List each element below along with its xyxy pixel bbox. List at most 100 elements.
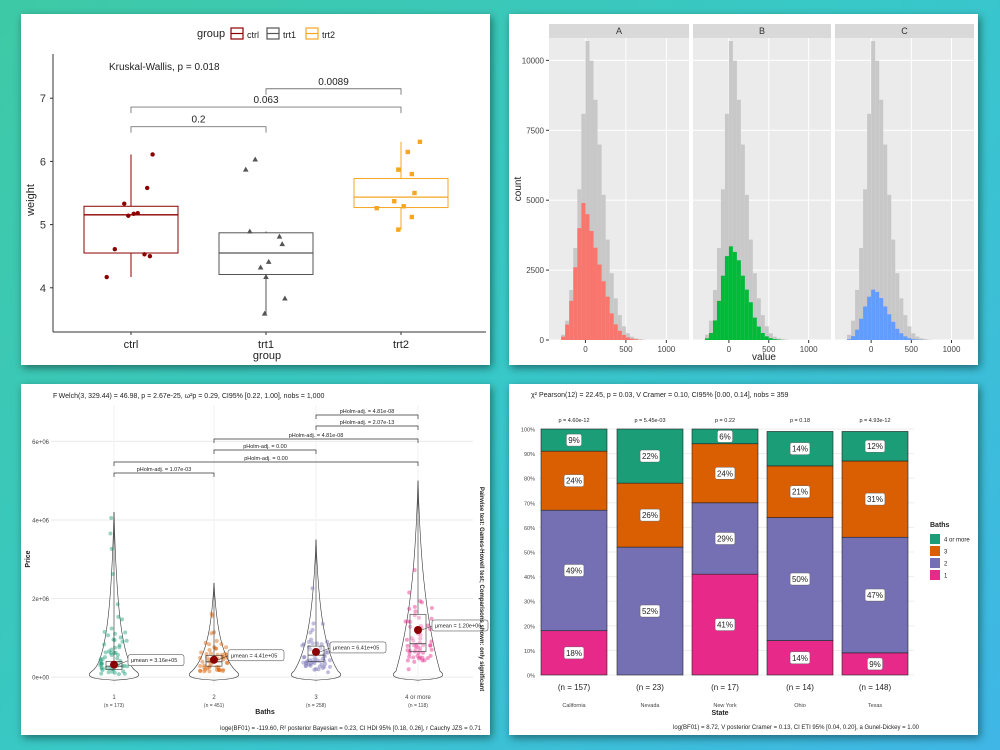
histogram-bar bbox=[613, 324, 618, 340]
y-tick-label: 50% bbox=[524, 551, 535, 557]
histogram-bar bbox=[573, 267, 578, 340]
data-point bbox=[115, 656, 120, 661]
segment-label-box bbox=[714, 532, 736, 545]
data-point bbox=[313, 657, 318, 662]
data-point bbox=[417, 139, 423, 145]
data-point bbox=[407, 651, 412, 656]
violin-1 bbox=[88, 512, 140, 681]
bar-count: (n = 148) bbox=[859, 683, 892, 692]
x-tick-label: 3 bbox=[314, 695, 318, 701]
data-point bbox=[310, 657, 315, 662]
data-point bbox=[428, 643, 433, 648]
background-bar bbox=[744, 194, 749, 340]
data-point bbox=[415, 653, 420, 658]
caption: loge(BF01) = -119.60, R² posterior Bayes… bbox=[220, 726, 482, 732]
legend-label: 3 bbox=[944, 550, 948, 556]
test-label: Kruskal-Wallis, p = 0.018 bbox=[109, 62, 220, 73]
x-tick-label: trt2 bbox=[393, 339, 409, 351]
data-point bbox=[406, 667, 411, 672]
background-bar bbox=[923, 339, 928, 340]
histogram-bar bbox=[601, 281, 606, 340]
segment-label: 31% bbox=[867, 495, 883, 504]
data-point bbox=[99, 671, 104, 676]
data-point bbox=[409, 171, 414, 177]
data-point bbox=[308, 630, 313, 635]
data-point bbox=[313, 666, 318, 671]
histogram-bar bbox=[748, 302, 753, 340]
x-tick-label: 1000 bbox=[943, 345, 961, 354]
facet-panel bbox=[835, 38, 974, 340]
mean-label-leader bbox=[319, 647, 331, 653]
data-point bbox=[422, 658, 427, 663]
histogram-bar bbox=[621, 334, 626, 340]
data-point bbox=[209, 631, 214, 636]
background-bar bbox=[621, 326, 626, 340]
stackedbar-panel: χ² Pearson(12) = 22.45, p = 0.03, V Cram… bbox=[509, 384, 978, 735]
facet-label: A bbox=[616, 26, 622, 36]
data-point bbox=[411, 643, 416, 648]
data-point bbox=[112, 670, 117, 675]
data-point bbox=[265, 258, 272, 264]
background-bar bbox=[720, 189, 725, 340]
data-point bbox=[312, 661, 317, 666]
data-point bbox=[300, 643, 305, 648]
data-point bbox=[217, 667, 222, 672]
mean-label: μmean = 4.41e+05 bbox=[231, 653, 277, 659]
data-point bbox=[307, 662, 312, 667]
histogram-panel: A 0 500 1000 B 0 500 1000 C 0 500 1000 0 2500 5000 750… bbox=[509, 14, 978, 365]
boxplot-panel: group ctrl trt1 trt2 Kruskal-Wallis, p = 0… bbox=[21, 14, 490, 365]
data-point bbox=[257, 264, 264, 270]
y-tick-label: 4 bbox=[40, 283, 46, 295]
x-tick-label: 0 bbox=[869, 345, 874, 354]
data-point bbox=[202, 663, 207, 668]
data-point bbox=[417, 655, 422, 660]
mean-label-leader bbox=[421, 625, 433, 631]
legend-label-ctrl: ctrl bbox=[247, 30, 259, 40]
background-bar bbox=[780, 339, 785, 340]
data-point bbox=[221, 667, 226, 672]
x-axis-label: State bbox=[711, 710, 728, 717]
data-point bbox=[207, 647, 212, 652]
data-point bbox=[407, 606, 412, 611]
histogram-bar bbox=[565, 324, 570, 340]
bar-count: (n = 23) bbox=[636, 683, 664, 692]
segment-label: 22% bbox=[642, 452, 658, 461]
comparison-bracket bbox=[265, 88, 402, 95]
data-point bbox=[428, 627, 433, 632]
histogram-bar bbox=[760, 333, 765, 340]
data-point bbox=[106, 633, 111, 638]
data-point bbox=[198, 668, 203, 673]
data-point bbox=[110, 669, 115, 674]
data-point bbox=[409, 636, 414, 641]
bar-count: (n = 14) bbox=[786, 683, 814, 692]
data-point bbox=[322, 664, 327, 669]
data-point bbox=[374, 205, 379, 211]
x-tick-label: trt1 bbox=[258, 339, 274, 351]
background-bar bbox=[748, 239, 753, 340]
background-bar bbox=[752, 273, 757, 340]
background-bar bbox=[871, 41, 876, 340]
histogram-bar bbox=[585, 214, 590, 340]
background-bar bbox=[851, 320, 856, 340]
x-tick-label: 1000 bbox=[800, 345, 818, 354]
background-bar bbox=[609, 273, 614, 340]
comparison-label: pHolm-adj. = 2.07e-13 bbox=[340, 420, 395, 426]
data-point bbox=[104, 274, 109, 280]
background-bar bbox=[708, 320, 713, 340]
histogram-bar bbox=[871, 289, 876, 340]
segment-label-box bbox=[864, 588, 886, 602]
histogram-bar bbox=[883, 306, 888, 340]
violin-chart: F Welch(3, 329.44) = 46.98, p = 2.67e-25… bbox=[25, 393, 489, 732]
background-bar bbox=[629, 336, 634, 340]
segment-label-box bbox=[566, 433, 582, 447]
data-point bbox=[109, 626, 114, 631]
data-point bbox=[100, 668, 105, 673]
histogram-bar bbox=[724, 256, 729, 340]
data-point bbox=[429, 647, 434, 652]
background-bar bbox=[756, 298, 761, 340]
y-tick-label: 0% bbox=[527, 674, 535, 680]
background-bar bbox=[589, 60, 594, 341]
data-point bbox=[326, 642, 331, 647]
y-tick-label: 10% bbox=[524, 649, 535, 655]
histogram-bar bbox=[712, 320, 717, 340]
